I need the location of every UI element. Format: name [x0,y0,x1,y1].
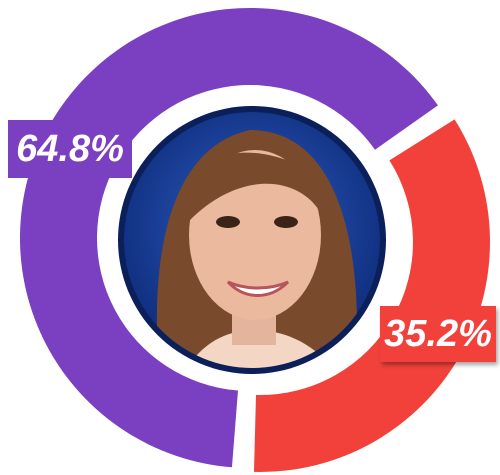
labels: 64.8% 35.2% [8,120,496,362]
data-label: 35.2% [384,313,492,355]
eye [216,216,240,228]
eye [274,216,298,228]
hair-fringe [190,152,322,220]
donut-segment [253,119,490,472]
smile [226,280,290,297]
label-box [8,120,132,178]
portrait [118,106,386,374]
label-box [380,306,496,362]
data-label: 64.8% [16,128,124,170]
